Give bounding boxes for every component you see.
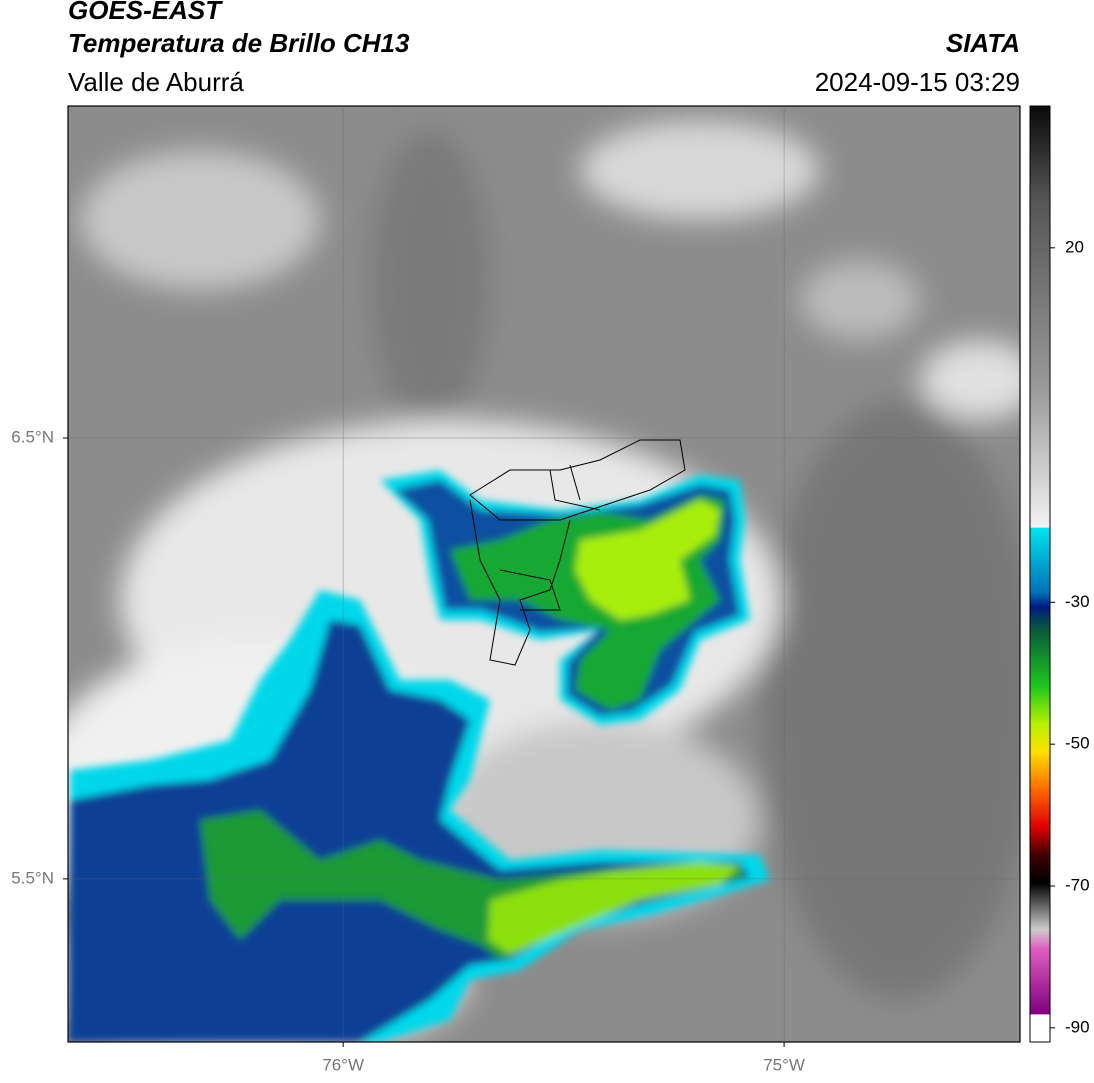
lat-tick-label: 6.5°N	[11, 427, 54, 446]
lat-tick-label: 5.5°N	[11, 868, 54, 887]
colorbar-tick-label: -70	[1065, 875, 1090, 894]
satellite: GOES-EAST	[68, 0, 223, 25]
colorbar-tick-label: 20	[1065, 237, 1084, 256]
colorbar-tick-label: -30	[1065, 592, 1090, 611]
lon-tick-label: 75°W	[763, 1055, 805, 1074]
lon-tick-label: 76°W	[322, 1055, 364, 1074]
colorbar-tick-label: -50	[1065, 734, 1090, 753]
source: SIATA	[946, 28, 1020, 58]
region: Valle de Aburrá	[68, 67, 244, 97]
colorbar	[1029, 105, 1051, 1043]
datetime: 2024-09-15 03:29	[815, 67, 1020, 97]
satellite-image	[68, 106, 1020, 1042]
colorbar-tick-label: -90	[1065, 1017, 1090, 1036]
map-frame	[67, 105, 1021, 1043]
product: Temperatura de Brillo CH13	[68, 28, 410, 58]
